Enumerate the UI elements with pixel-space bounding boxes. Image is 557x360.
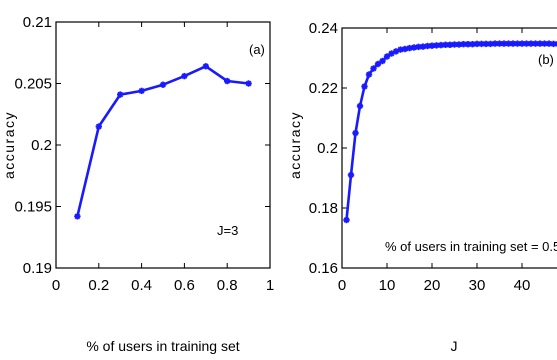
panel-b-data-point — [352, 129, 359, 137]
panel-b-label: (b) — [538, 52, 554, 67]
panel-b-data-point — [343, 216, 350, 224]
panel-a-data-point — [138, 87, 145, 95]
panel-b-data-point — [428, 42, 436, 49]
panel-b-x-tick-label: 30 — [469, 277, 486, 294]
panel-b-y-tick-label: 0.18 — [309, 200, 338, 217]
panel-b-annotation: % of users in training set = 0.5 — [385, 239, 557, 254]
panel-a-x-ticks: 0 0.2 0.4 0.6 0.8 1 — [52, 22, 274, 294]
panel-b-data-point — [500, 40, 508, 47]
panel-b-frame — [341, 27, 557, 269]
panel-b-data-point — [469, 41, 476, 48]
panel-b-series-line — [345, 42, 557, 221]
panel-b-data-point — [536, 40, 544, 47]
panel-a-data-point — [74, 213, 81, 220]
panel-b-x-label: J — [451, 338, 458, 354]
panel-a-x-tick-label: 0.2 — [88, 277, 109, 294]
panel-b-data-point — [365, 71, 373, 78]
panel-b-x-tick-label: 0 — [338, 277, 346, 294]
panel-b-data-point — [424, 42, 431, 50]
panel-a-markers — [74, 63, 252, 220]
panel-a-y-tick-label: 0.205 — [14, 76, 52, 93]
panel-b-y-label: accuracy — [287, 111, 303, 179]
panel-b-x-tick-label: 10 — [379, 277, 396, 294]
panel-b-x-tick-label: 20 — [424, 277, 441, 294]
panel-b-data-point — [554, 41, 557, 47]
panel-a-data-point — [224, 77, 231, 85]
panel-a-data-point — [117, 91, 124, 98]
panel-a-annotation: J=3 — [217, 223, 238, 238]
panel-a-y-tick-label: 0.21 — [23, 14, 52, 31]
panel-a-x-tick-label: 0 — [52, 277, 60, 294]
panel-b-data-point — [532, 40, 539, 47]
panel-a-x-label: % of users in training set — [86, 338, 239, 354]
panel-b-y-tick-label: 0.2 — [317, 140, 338, 157]
panel-b-data-point — [550, 40, 557, 48]
panel-a-data-point — [245, 80, 252, 87]
panel-a-y-tick-label: 0.195 — [14, 199, 52, 216]
panel-a-data-point — [159, 81, 167, 88]
panel-b-data-point — [347, 171, 355, 179]
panel-b: 0.160.180.20.220.24 01020304050 (b) % of… — [287, 20, 557, 354]
panel-b-y-ticks: 0.16 0.18 0.2 0.22 0.24 — [309, 20, 347, 277]
panel-a-y-label: accuracy — [1, 111, 17, 179]
panel-b-data-point — [505, 40, 512, 47]
panel-a-data-point — [202, 63, 209, 70]
panel-b-x-tick-label: 40 — [514, 277, 531, 294]
panel-a-x-tick-label: 0.8 — [217, 277, 238, 294]
panel-b-data-point — [361, 83, 368, 90]
panel-b-y-tick-label: 0.24 — [309, 20, 338, 37]
panel-b-data-point — [379, 57, 386, 65]
panel-a-label: (a) — [249, 42, 265, 57]
panel-b-data-point — [464, 41, 472, 48]
panel-a-data-point — [95, 123, 102, 130]
panel-a-y-tick-label: 0.19 — [23, 260, 52, 277]
panel-b-data-point — [455, 41, 463, 48]
panel-b-y-tick-label: 0.22 — [309, 80, 338, 97]
panel-a-x-tick-label: 1 — [266, 277, 274, 294]
panel-b-data-point — [374, 60, 382, 68]
panel-a-y-ticks: 0.19 0.195 0.2 0.205 0.21 — [14, 14, 270, 277]
panel-a: 0.19 0.195 0.2 0.205 0.21 0 0.2 0.4 0.6 0.8 1 (a)… — [1, 14, 274, 354]
panel-a-y-tick-label: 0.2 — [31, 137, 52, 154]
panel-b-data-point — [383, 53, 391, 60]
panel-b-y-tick-label: 0.16 — [309, 260, 338, 277]
panel-a-x-tick-label: 0.4 — [131, 277, 152, 294]
panel-b-markers — [343, 40, 557, 224]
panel-b-data-point — [460, 41, 467, 48]
panel-a-series-line — [76, 65, 249, 217]
panel-a-x-tick-label: 0.6 — [174, 277, 195, 294]
panel-b-data-point — [370, 65, 377, 72]
panel-a-data-point — [181, 72, 188, 80]
panel-b-data-point — [356, 102, 364, 110]
panel-b-x-ticks: 01020304050 — [338, 28, 531, 294]
